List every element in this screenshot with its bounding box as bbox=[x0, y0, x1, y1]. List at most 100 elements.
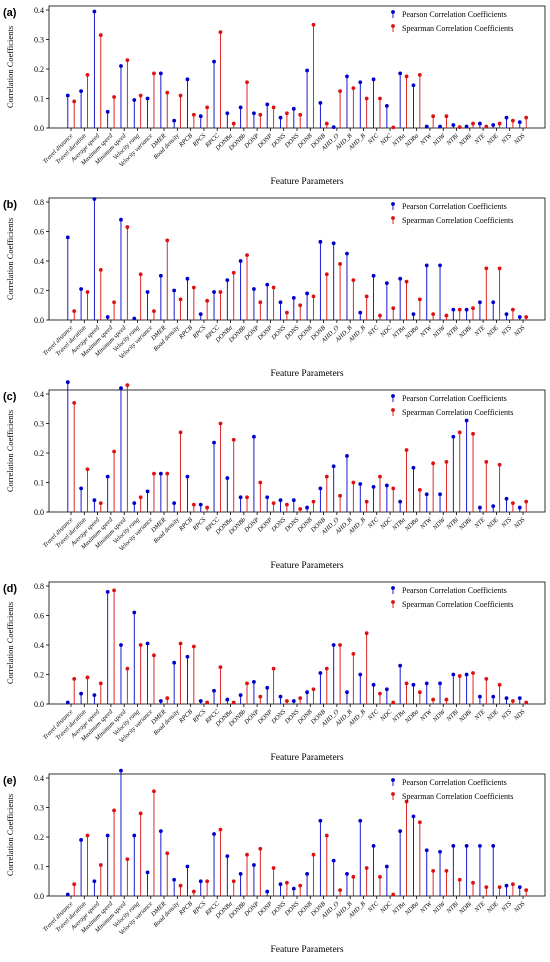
y-tick-label: 0.4 bbox=[34, 774, 44, 783]
x-tick-label: NDBi bbox=[457, 132, 473, 148]
x-tick-label: DONP bbox=[256, 324, 274, 342]
chart-panel-4: (e) 0.0 0.1 0.2 0.3 0.4 Correlation Coefficien… bbox=[3, 768, 546, 955]
pearson-point bbox=[398, 829, 403, 833]
spearman-point bbox=[191, 889, 196, 894]
pearson-point bbox=[331, 643, 336, 647]
spearman-point bbox=[431, 114, 436, 119]
x-tick-label: DONB bbox=[296, 708, 314, 726]
y-tick-label: 0.0 bbox=[34, 508, 44, 517]
spearman-point bbox=[112, 449, 116, 454]
pearson-point bbox=[79, 89, 83, 94]
y-tick-label: 0.3 bbox=[34, 804, 44, 813]
spearman-point bbox=[364, 631, 369, 636]
pearson-point bbox=[65, 380, 70, 385]
pearson-point bbox=[185, 77, 190, 82]
spearman-point bbox=[431, 461, 436, 466]
spearman-point bbox=[471, 431, 475, 436]
pearson-point bbox=[291, 106, 296, 111]
pearson-point bbox=[145, 489, 150, 494]
y-tick-label: 0.0 bbox=[34, 316, 44, 325]
pearson-point bbox=[491, 123, 496, 127]
spearman-point bbox=[152, 309, 156, 314]
spearman-point bbox=[497, 682, 502, 687]
pearson-point bbox=[318, 818, 323, 823]
y-tick-label: 0.8 bbox=[34, 198, 44, 207]
x-tick-label: DONP bbox=[243, 900, 261, 918]
spearman-point bbox=[338, 493, 342, 498]
spearman-point bbox=[85, 833, 90, 838]
pearson-point bbox=[398, 663, 403, 668]
x-tick-label: DONB bbox=[296, 324, 314, 342]
spearman-point bbox=[152, 71, 156, 76]
x-tick-label: NDE bbox=[485, 708, 500, 723]
pearson-point bbox=[278, 300, 283, 305]
x-tick-label: DONS bbox=[270, 708, 288, 726]
x-tick-label: NTBa bbox=[391, 324, 407, 340]
pearson-point bbox=[438, 492, 442, 497]
pearson-point bbox=[331, 125, 336, 130]
legend-pearson-dot bbox=[391, 586, 395, 590]
pearson-point bbox=[172, 660, 177, 665]
pearson-point bbox=[491, 504, 496, 508]
pearson-point bbox=[265, 102, 270, 107]
spearman-point bbox=[484, 885, 489, 890]
pearson-point bbox=[504, 696, 509, 700]
y-tick-label: 0.6 bbox=[34, 228, 44, 237]
spearman-point bbox=[285, 880, 289, 885]
pearson-point bbox=[345, 690, 349, 695]
spearman-point bbox=[271, 105, 276, 110]
pearson-point bbox=[172, 118, 177, 123]
pearson-point bbox=[65, 93, 70, 98]
pearson-point bbox=[252, 434, 256, 439]
spearman-point bbox=[511, 118, 515, 123]
spearman-point bbox=[125, 666, 130, 671]
pearson-point bbox=[478, 694, 482, 699]
spearman-point bbox=[298, 883, 303, 888]
pearson-point bbox=[79, 691, 83, 696]
spearman-point bbox=[271, 866, 276, 870]
legend-spearman-dot bbox=[391, 216, 395, 220]
pearson-point bbox=[451, 123, 456, 127]
y-tick-label: 0.1 bbox=[34, 863, 44, 872]
pearson-point bbox=[278, 882, 283, 887]
spearman-point bbox=[524, 115, 529, 120]
pearson-point bbox=[79, 838, 83, 842]
spearman-point bbox=[205, 105, 210, 110]
spearman-point bbox=[138, 643, 143, 647]
x-tick-label: NDE bbox=[485, 900, 500, 915]
spearman-point bbox=[112, 300, 116, 305]
pearson-point bbox=[358, 482, 363, 486]
spearman-point bbox=[524, 315, 529, 319]
pearson-point bbox=[158, 71, 163, 76]
x-tick-label: NTS bbox=[500, 708, 514, 722]
x-tick-label: NDBa bbox=[403, 516, 420, 533]
x-tick-label: NTW bbox=[418, 324, 433, 339]
x-tick-label: NDBi bbox=[457, 516, 473, 532]
spearman-point bbox=[484, 459, 489, 464]
legend-pearson-dot bbox=[391, 394, 395, 398]
y-tick-label: 0.4 bbox=[34, 641, 44, 650]
pearson-point bbox=[424, 848, 429, 853]
x-tick-label: NTC bbox=[366, 324, 381, 339]
pearson-point bbox=[225, 476, 230, 480]
x-tick-label: DONP bbox=[243, 708, 261, 726]
legend-spearman-label: Spearman Correlation Coefficients bbox=[402, 792, 513, 801]
pearson-point bbox=[384, 687, 389, 692]
spearman-point bbox=[112, 95, 116, 99]
spearman-point bbox=[484, 266, 489, 271]
pearson-point bbox=[504, 312, 509, 316]
pearson-point bbox=[398, 71, 403, 76]
pearson-point bbox=[105, 315, 110, 319]
x-tick-label: NDW bbox=[431, 324, 447, 340]
spearman-point bbox=[271, 501, 276, 506]
pearson-point bbox=[278, 694, 283, 699]
spearman-point bbox=[391, 486, 396, 491]
x-tick-label: DONP bbox=[256, 900, 274, 918]
spearman-point bbox=[338, 643, 342, 647]
legend: Pearson Correlation Coefficients Spearman… bbox=[391, 778, 513, 801]
pearson-point bbox=[305, 505, 309, 510]
legend-spearman-dot bbox=[391, 24, 395, 28]
pearson-point bbox=[145, 96, 150, 101]
y-axis-title: Correlation Coefficients bbox=[5, 602, 15, 684]
spearman-point bbox=[231, 437, 236, 442]
